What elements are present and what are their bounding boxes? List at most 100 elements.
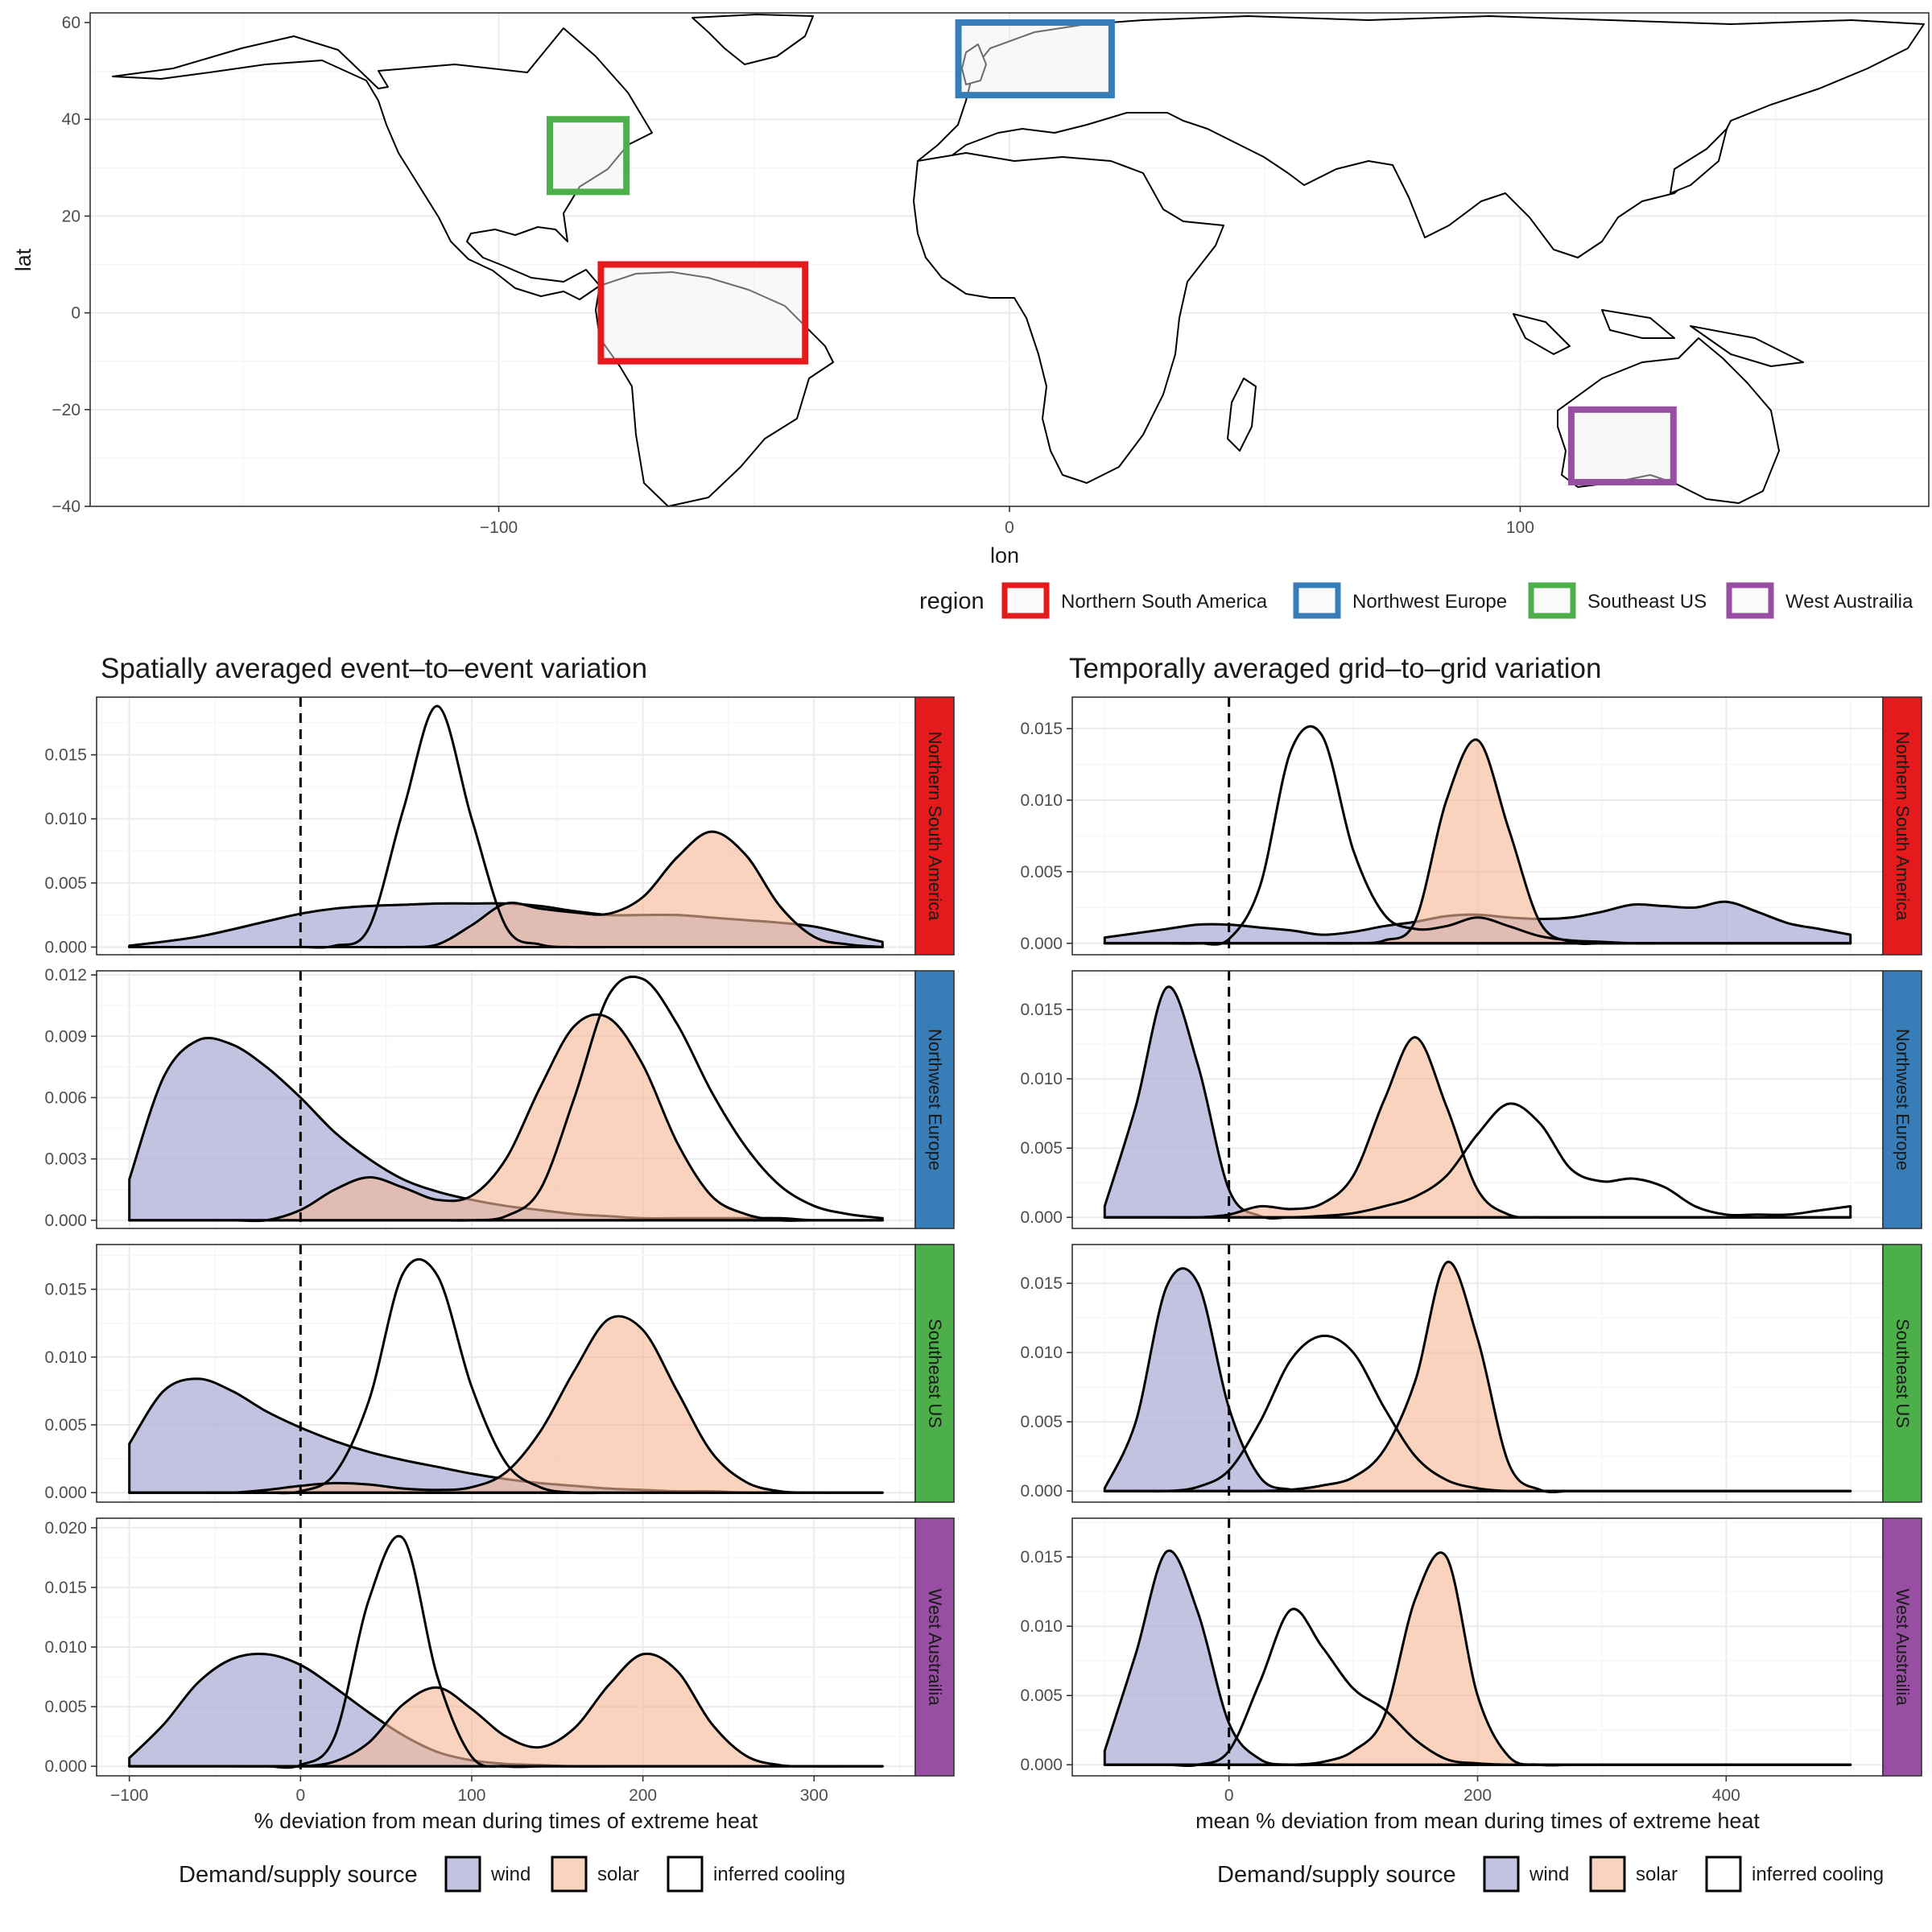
region-legend-label-southeast-us: Southeast US: [1587, 591, 1707, 613]
y-tick-label: 0.000: [44, 1212, 87, 1230]
facet-southeast-us: 0.000 0.005 0.010 0.015 Southeast US: [1020, 1244, 1922, 1503]
density-area-solar: [1104, 1261, 1851, 1492]
map-y-tick-label: 0: [71, 304, 80, 323]
region-box-southeast-us: [547, 116, 630, 196]
y-tick-label: 0.015: [1020, 1001, 1063, 1019]
map-axes: −100 0 100 −40 −20 0 20 40 60: [52, 14, 1534, 537]
world-map: −100 0 100 −40 −20 0 20 40 60 lon lat region Nort…: [11, 12, 1930, 619]
y-tick-label: 0.012: [44, 966, 87, 985]
density-area-wind: [1104, 986, 1851, 1219]
source-legend-label-solar: solar: [1636, 1864, 1678, 1885]
map-y-tick-label: 20: [62, 207, 80, 225]
chart-title: Temporally averaged grid–to–grid variati…: [1069, 653, 1601, 684]
facet-strip-northwest-europe: [1882, 970, 1922, 1229]
map-coastlines: [112, 14, 1925, 507]
y-tick-label: 0.006: [44, 1088, 87, 1107]
y-tick-label: 0.015: [44, 1579, 87, 1597]
land-south-america: [595, 271, 834, 507]
region-legend-label-west-austrailia: West Austrailia: [1785, 591, 1913, 613]
facet-northwest-europe: 0.000 0.003 0.006 0.009 0.012 Northwest Europ…: [44, 966, 955, 1230]
y-tick-label: 0.005: [1020, 1686, 1063, 1705]
source-legend-key-wind: [444, 1856, 481, 1893]
source-legend-label-solar: solar: [597, 1864, 639, 1885]
facet-southeast-us: 0.000 0.005 0.010 0.015 Southeast US: [44, 1244, 955, 1503]
land-greenland: [691, 14, 814, 65]
facet-strip-label: Northwest Europe: [925, 1029, 945, 1170]
region-legend-key-northwest-europe: [1293, 582, 1341, 619]
y-tick-label: 0.003: [44, 1150, 87, 1169]
region-legend-label-northern-south-america: Northern South America: [1061, 591, 1268, 613]
map-x-axis-title: lon: [990, 543, 1019, 568]
chart-title: Spatially averaged event–to–event variat…: [101, 653, 647, 684]
y-tick-label: 0.000: [1020, 1756, 1063, 1774]
source-legend-key-inferred-cooling: [667, 1856, 704, 1893]
y-tick-label: 0.005: [1020, 863, 1063, 881]
region-legend-key-southeast-us: [1528, 582, 1576, 619]
y-tick-label: 0.015: [1020, 1274, 1063, 1293]
source-legend-key-inferred-cooling: [1705, 1856, 1742, 1893]
source-legend: Demand/supply source wind solar inferred co…: [1217, 1856, 1884, 1893]
density-area-wind: [129, 1038, 883, 1221]
facet-strip-label: Northern South America: [925, 732, 945, 922]
density-line-cooling: [128, 975, 884, 1222]
y-tick-label: 0.015: [1020, 720, 1063, 738]
chart-grid-to-grid: Temporally averaged grid–to–grid variati…: [1020, 653, 1922, 1893]
facet-strip-label: Northwest Europe: [1893, 1029, 1913, 1170]
source-legend-title: Demand/supply source: [1217, 1862, 1456, 1888]
x-tick-label: 400: [1712, 1786, 1740, 1805]
y-tick-label: 0.005: [44, 1416, 87, 1435]
facet-strip-label: Southeast US: [925, 1319, 945, 1428]
y-tick-label: 0.005: [44, 874, 87, 893]
y-tick-label: 0.000: [1020, 1482, 1063, 1501]
density-line-cooling: [128, 1257, 884, 1495]
source-legend-title: Demand/supply source: [179, 1862, 418, 1888]
land-eurasia: [917, 15, 1925, 258]
x-tick-label: 0: [1224, 1786, 1234, 1805]
y-tick-label: 0.009: [44, 1027, 87, 1046]
x-tick-label: 300: [800, 1786, 828, 1805]
y-tick-label: 0.015: [1020, 1548, 1063, 1567]
chart-event-to-event: Spatially averaged event–to–event variat…: [44, 653, 955, 1893]
map-y-tick-label: 60: [62, 14, 80, 32]
facet-strip-southeast-us: [1882, 1244, 1922, 1503]
map-y-tick-label: −40: [52, 497, 80, 516]
x-tick-label: −100: [110, 1786, 148, 1805]
map-y-axis-title: lat: [11, 248, 35, 271]
density-area-wind: [1104, 1550, 1851, 1765]
y-tick-label: 0.010: [44, 1348, 87, 1367]
facet-northern-south-america: 0.000 0.005 0.010 0.015 Northern South Ameri…: [44, 696, 955, 956]
facet-strip-northwest-europe: [914, 970, 955, 1229]
facet-strip-west-austrailia: [1882, 1517, 1922, 1777]
land-uk: [961, 43, 987, 85]
facet-strip-southeast-us: [914, 1244, 955, 1503]
facet-northwest-europe: 0.000 0.005 0.010 0.015 Northwest Europe: [1020, 970, 1922, 1229]
density-line-solar: [128, 1315, 884, 1494]
source-legend-label-wind: wind: [490, 1864, 530, 1885]
x-tick-label: 0: [295, 1786, 305, 1805]
y-tick-label: 0.000: [1020, 935, 1063, 953]
x-tick-label: 100: [457, 1786, 485, 1805]
facet-strip-northern-south-america: [914, 696, 955, 956]
density-line-cooling: [128, 704, 884, 949]
y-tick-label: 0.010: [1020, 1344, 1063, 1362]
x-axis-title: mean % deviation from mean during times …: [1195, 1809, 1760, 1833]
region-legend-title: region: [919, 588, 985, 614]
density-area-wind: [1104, 1268, 1851, 1492]
region-box-northwest-europe: [955, 19, 1115, 99]
facet-strip-west-austrailia: [914, 1517, 955, 1777]
density-area-solar: [129, 1014, 883, 1221]
y-tick-label: 0.000: [1020, 1208, 1063, 1227]
density-area-wind: [129, 1378, 883, 1493]
y-tick-label: 0.020: [44, 1519, 87, 1538]
source-legend-key-solar: [1589, 1856, 1626, 1893]
y-tick-label: 0.010: [1020, 1070, 1063, 1088]
source-legend-label-wind: wind: [1529, 1864, 1569, 1885]
source-legend-key-solar: [551, 1856, 588, 1893]
y-tick-label: 0.010: [1020, 791, 1063, 810]
y-tick-label: 0.015: [44, 746, 87, 765]
facet-strip-label: Northern South America: [1893, 732, 1913, 922]
y-tick-label: 0.010: [1020, 1617, 1063, 1636]
facet-strip-label: West Austrailia: [925, 1588, 945, 1706]
land-japan: [1670, 128, 1728, 194]
y-tick-label: 0.005: [44, 1698, 87, 1716]
